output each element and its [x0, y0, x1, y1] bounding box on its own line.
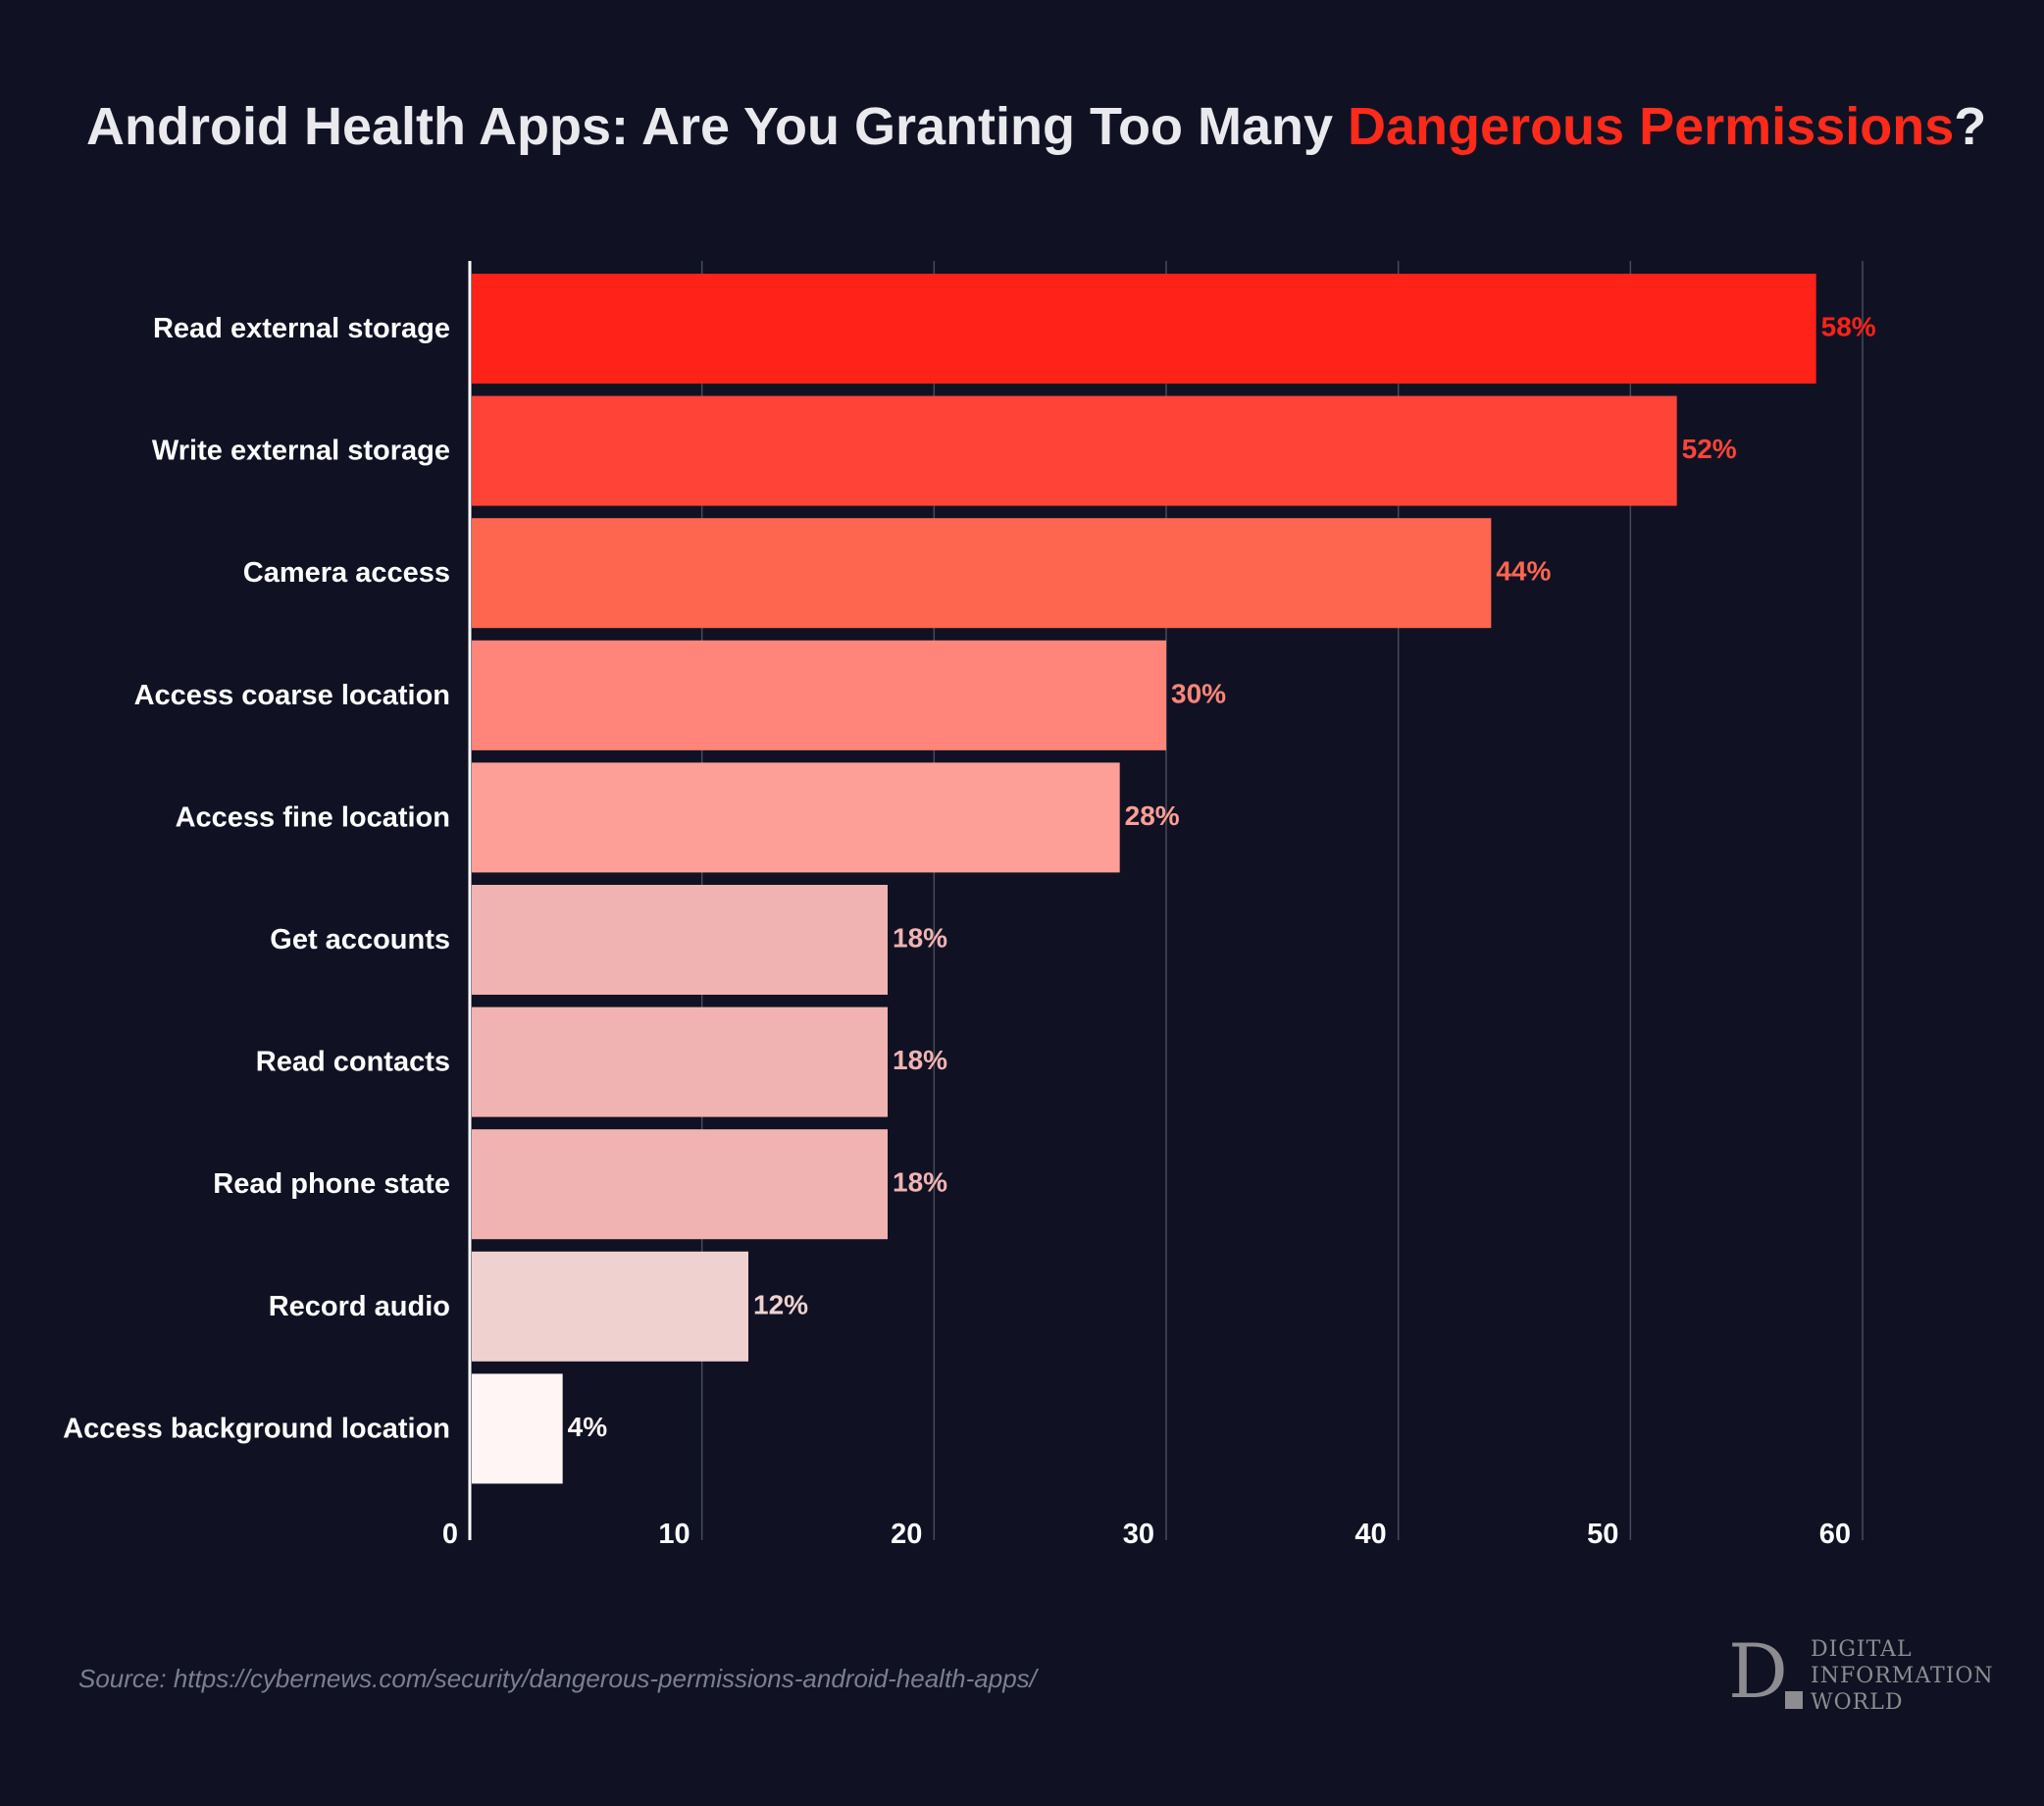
bar-2	[472, 395, 1677, 506]
value-labels: 58% 52% 44% 30% 28% 18% 18% 18% 12% 4%	[568, 312, 1876, 1442]
logo-square-icon	[1785, 1691, 1803, 1709]
value-label-10: 4%	[568, 1412, 608, 1442]
x-tick-label-60: 60	[1819, 1519, 1851, 1550]
chart-title-suffix: ?	[1954, 97, 1987, 156]
value-label-6: 18%	[893, 923, 947, 954]
chart-title-prefix: Android Health Apps: Are You Granting To…	[86, 97, 1349, 156]
x-tick-label-10: 10	[658, 1519, 690, 1550]
source-note: Source: https://cybernews.com/security/d…	[78, 1664, 1037, 1693]
category-label-5: Access fine location	[176, 801, 450, 833]
x-tick-label-0: 0	[442, 1519, 458, 1550]
bar-6	[472, 885, 888, 995]
category-label-4: Access coarse location	[134, 680, 450, 711]
value-label-3: 44%	[1496, 556, 1551, 587]
chart-title: Android Health Apps: Are You Granting To…	[86, 96, 2009, 157]
category-label-7: Read contacts	[256, 1047, 450, 1078]
bar-1	[472, 274, 1816, 384]
bar-5	[472, 762, 1120, 873]
value-label-4: 30%	[1171, 678, 1226, 708]
bars	[472, 274, 1816, 1484]
x-axis-tick-labels: 0 10 20 30 40 50 60	[442, 1519, 1851, 1550]
brand-logo: D DIGITAL INFORMATION WORLD	[1728, 1627, 1993, 1721]
value-label-5: 28%	[1125, 800, 1180, 831]
value-label-1: 58%	[1821, 312, 1876, 342]
bar-10	[472, 1373, 563, 1484]
category-label-8: Read phone state	[213, 1168, 450, 1200]
bar-9	[472, 1251, 748, 1362]
value-label-8: 18%	[893, 1167, 947, 1198]
x-tick-label-40: 40	[1354, 1519, 1386, 1550]
logo-line-3: WORLD	[1811, 1690, 1904, 1715]
chart-title-highlight: Dangerous Permissions	[1348, 97, 1955, 156]
category-labels: Read external storage Write external stor…	[63, 313, 450, 1444]
logo-line-2: INFORMATION	[1811, 1664, 1994, 1688]
x-tick-label-50: 50	[1587, 1519, 1618, 1550]
category-label-1: Read external storage	[153, 313, 450, 344]
x-tick-label-30: 30	[1123, 1519, 1154, 1550]
category-label-9: Record audio	[269, 1291, 450, 1322]
category-label-2: Write external storage	[152, 436, 450, 467]
bar-3	[472, 518, 1492, 629]
category-label-3: Camera access	[243, 557, 450, 589]
category-label-10: Access background location	[63, 1413, 450, 1444]
logo-letter: D	[1728, 1627, 1788, 1715]
x-tick-label-20: 20	[891, 1519, 922, 1550]
bar-8	[472, 1129, 888, 1240]
logo-wordmark: DIGITAL INFORMATION WORLD	[1811, 1636, 1994, 1716]
value-label-9: 12%	[753, 1289, 808, 1319]
category-label-6: Get accounts	[270, 924, 450, 955]
bar-4	[472, 640, 1166, 750]
value-label-2: 52%	[1682, 434, 1737, 464]
bar-7	[472, 1006, 888, 1117]
logo-line-1: DIGITAL	[1811, 1637, 1913, 1662]
value-label-7: 18%	[893, 1045, 947, 1075]
